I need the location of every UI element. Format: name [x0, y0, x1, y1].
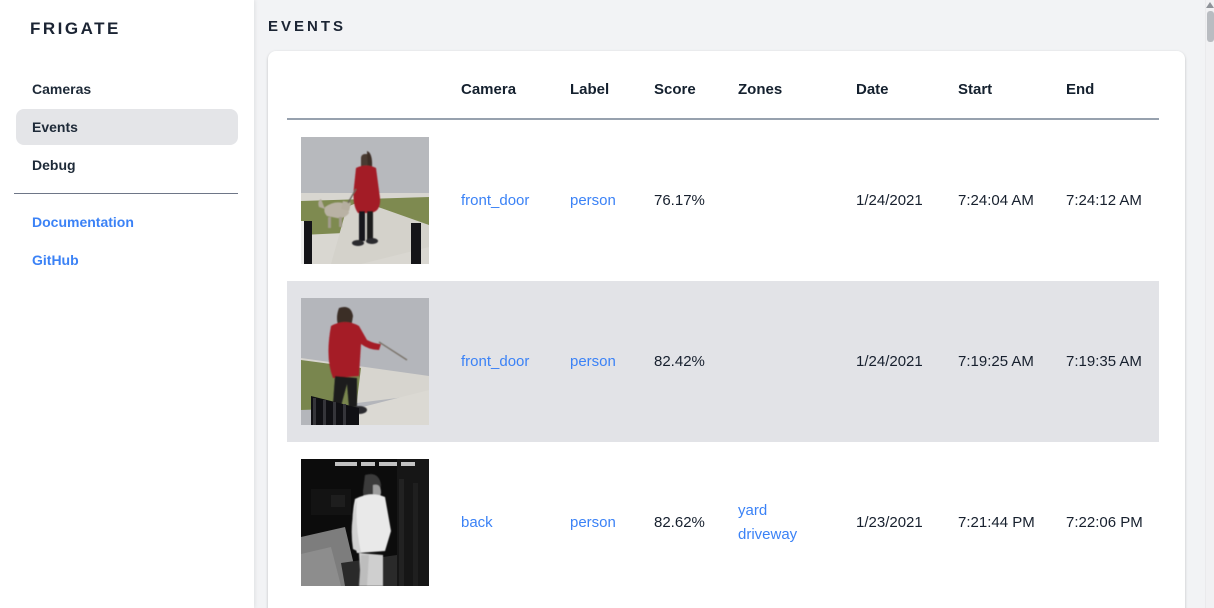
sidebar-item-cameras[interactable]: Cameras	[32, 81, 92, 97]
event-thumbnail[interactable]	[301, 137, 429, 264]
thumbnail-cell	[287, 119, 461, 281]
label-link[interactable]: person	[570, 514, 616, 531]
end-cell: 7:19:35 AM	[1066, 281, 1159, 442]
date-cell: 1/24/2021	[856, 281, 958, 442]
sidebar-nav: Cameras Events Debug Documentation GitHu…	[0, 71, 254, 278]
column-camera: Camera	[461, 51, 570, 120]
sidebar: FRIGATE Cameras Events Debug Documentati…	[0, 0, 254, 608]
sidebar-divider	[14, 193, 238, 194]
camera-link[interactable]: front_door	[461, 192, 530, 209]
date-cell: 1/23/2021	[856, 514, 923, 531]
sidebar-link-github[interactable]: GitHub	[32, 252, 79, 268]
score-cell: 82.62%	[654, 514, 705, 531]
start-cell: 7:21:44 PM	[958, 514, 1035, 531]
events-table: Camera Label Score Zones Date Start End	[287, 51, 1159, 603]
camera-cell: back	[461, 442, 570, 603]
label-link[interactable]: person	[570, 353, 616, 370]
label-cell: person	[570, 119, 654, 281]
table-row-selected[interactable]: front_door person 82.42% 1/24/2021 7:19:…	[287, 281, 1159, 442]
zone-link-yard[interactable]: yard	[738, 501, 768, 519]
scrollbar-thumb[interactable]	[1206, 11, 1214, 42]
score-cell: 76.17%	[654, 192, 705, 209]
scroll-up-arrow-icon[interactable]	[1206, 2, 1214, 8]
start-cell: 7:19:25 AM	[958, 281, 1066, 442]
events-table-header: Camera Label Score Zones Date Start End	[287, 51, 1159, 120]
scrollbar-track[interactable]	[1205, 0, 1214, 608]
event-thumbnail[interactable]	[301, 298, 429, 425]
zones-cell	[738, 281, 856, 442]
sidebar-item-debug[interactable]: Debug	[32, 157, 76, 173]
thumbnail-cell	[287, 281, 461, 442]
page-title: EVENTS	[268, 18, 347, 35]
app-logo[interactable]: FRIGATE	[30, 19, 121, 38]
column-thumbnail	[287, 51, 461, 120]
table-row[interactable]: front_door person 76.17% 1/24/2021 7:24:…	[287, 119, 1159, 281]
zones-cell: yard driveway	[738, 442, 856, 603]
event-thumbnail[interactable]	[301, 459, 429, 586]
column-end: End	[1066, 51, 1159, 120]
column-score: Score	[654, 51, 738, 120]
label-cell: person	[570, 442, 654, 603]
zone-link-driveway[interactable]: driveway	[738, 525, 798, 543]
end-cell: 7:22:06 PM	[1066, 514, 1143, 531]
camera-cell: front_door	[461, 281, 570, 442]
thumbnail-cell	[287, 442, 461, 603]
sidebar-link-documentation[interactable]: Documentation	[32, 214, 134, 230]
sidebar-item-events[interactable]: Events	[16, 109, 238, 145]
camera-cell: front_door	[461, 119, 570, 281]
events-card: Camera Label Score Zones Date Start End	[268, 51, 1185, 608]
camera-link[interactable]: back	[461, 514, 493, 531]
main-content: EVENTS Camera Label Score Zones Date	[254, 0, 1214, 608]
column-date: Date	[856, 51, 958, 120]
column-start: Start	[958, 51, 1066, 120]
end-cell: 7:24:12 AM	[1066, 192, 1142, 209]
label-cell: person	[570, 281, 654, 442]
label-link[interactable]: person	[570, 192, 616, 209]
camera-link[interactable]: front_door	[461, 353, 530, 370]
table-row[interactable]: back person 82.62% yard driveway 1/	[287, 442, 1159, 603]
start-cell: 7:24:04 AM	[958, 192, 1034, 209]
column-zones: Zones	[738, 51, 856, 120]
column-label: Label	[570, 51, 654, 120]
date-cell: 1/24/2021	[856, 192, 923, 209]
score-cell: 82.42%	[654, 281, 738, 442]
zones-cell	[738, 119, 856, 281]
